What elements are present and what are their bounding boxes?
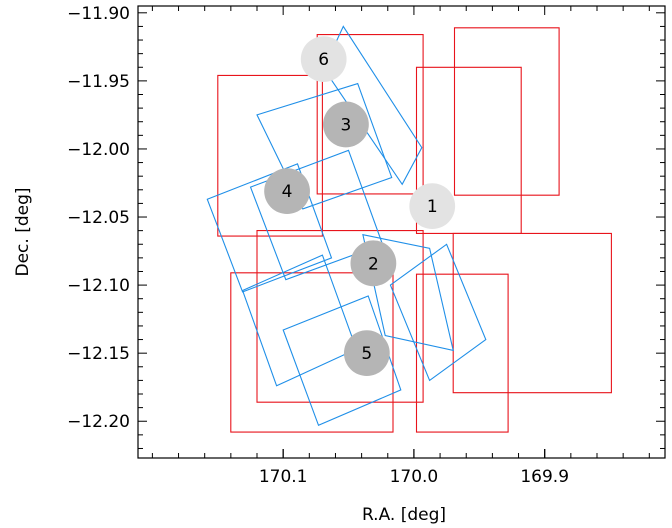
axis-ticks: 170.1 170.0 169.9 −11.90 −11.95 −12.00 −12.05 −… xyxy=(67,4,665,487)
circle-label-6: 6 xyxy=(318,50,329,70)
circle-3 xyxy=(323,101,369,148)
y-tick-label: −12.20 xyxy=(67,412,130,432)
plot-frame xyxy=(137,5,666,459)
blue-fields xyxy=(206,25,487,427)
red-fields xyxy=(217,27,612,433)
circles: 1 2 3 4 5 6 xyxy=(264,36,456,377)
red-field-5 xyxy=(256,230,424,403)
red-field-2 xyxy=(217,74,323,237)
x-tick-label: 169.9 xyxy=(520,467,569,487)
y-tick-label: −12.00 xyxy=(67,140,130,160)
blue-field-7 xyxy=(362,233,454,352)
y-tick-label: −12.10 xyxy=(67,276,130,296)
blue-field-8 xyxy=(389,243,487,382)
y-tick-label: −12.05 xyxy=(67,208,130,228)
circle-label-2: 2 xyxy=(368,254,379,274)
circle-label-3: 3 xyxy=(341,115,352,135)
y-tick-label: −11.95 xyxy=(67,72,130,92)
x-axis-label: R.A. [deg] xyxy=(362,505,446,525)
blue-field-6 xyxy=(282,295,402,427)
red-field-6 xyxy=(230,272,394,433)
circle-label-5: 5 xyxy=(361,344,372,364)
circle-label-1: 1 xyxy=(427,197,438,217)
red-field-4 xyxy=(453,27,560,196)
circle-5 xyxy=(343,330,390,377)
blue-field-3 xyxy=(206,163,333,293)
circle-6 xyxy=(300,36,347,82)
x-tick-label: 170.0 xyxy=(390,467,439,487)
circle-label-4: 4 xyxy=(282,182,293,202)
plot-border xyxy=(137,5,666,459)
y-tick-label: −11.90 xyxy=(67,4,130,24)
circle-2 xyxy=(350,240,397,287)
circle-1 xyxy=(409,183,456,230)
y-tick-label: −12.15 xyxy=(67,344,130,364)
circle-4 xyxy=(264,168,310,215)
red-field-8 xyxy=(452,232,612,394)
x-tick-label: 170.1 xyxy=(259,467,308,487)
y-axis-label: Dec. [deg] xyxy=(13,187,33,276)
red-field-7 xyxy=(415,273,509,433)
